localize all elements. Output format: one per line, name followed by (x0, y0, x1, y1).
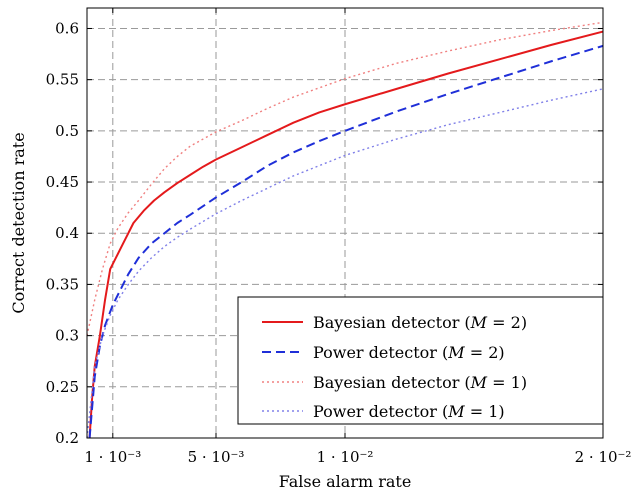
series-lines (86, 21, 604, 439)
series-line-2 (88, 44, 604, 439)
legend-label-math: M (447, 402, 465, 421)
y-axis-label: Correct detection rate (9, 132, 28, 313)
y-tick-label: 0.4 (55, 224, 79, 242)
legend-label-4: Power detector (M = 1) (313, 402, 505, 421)
legend-label-math: M (447, 343, 465, 362)
x-tick-label: 1 · 10⁻³ (84, 448, 141, 466)
x-tick-label: 1 · 10⁻² (317, 448, 374, 466)
legend-label-text: Bayesian detector ( (313, 373, 471, 392)
legend-label-math: M (470, 313, 488, 332)
legend-label-3: Bayesian detector (M = 1) (313, 373, 527, 392)
y-tick-label: 0.3 (55, 327, 79, 345)
legend-box (237, 296, 604, 425)
legend-label-text: Power detector ( (313, 402, 448, 421)
y-tick-label: 0.55 (46, 71, 79, 89)
tick-labels: 1 · 10⁻³ 5 · 10⁻³ 1 · 10⁻² 2 · 10⁻² 0.2 0.25 0… (46, 19, 632, 466)
y-tick-label: 0.35 (46, 275, 79, 293)
legend-label-2: Power detector (M = 2) (313, 343, 505, 362)
legend-label-suffix: = 2) (465, 343, 505, 362)
y-tick-label: 0.6 (55, 19, 79, 37)
series-line-1 (88, 30, 604, 439)
legend-label-text: Power detector ( (313, 343, 448, 362)
legend-label-suffix: = 1) (487, 373, 527, 392)
series-line-3 (86, 21, 604, 336)
x-tick-label: 2 · 10⁻² (575, 448, 632, 466)
y-tick-label: 0.25 (46, 378, 79, 396)
y-tick-label: 0.45 (46, 173, 79, 191)
legend-label-math: M (470, 373, 488, 392)
legend-label-text: Bayesian detector ( (313, 313, 471, 332)
legend-label-1: Bayesian detector (M = 2) (313, 313, 527, 332)
legend: Bayesian detector (M = 2)Power detector … (237, 296, 604, 425)
y-tick-label: 0.2 (55, 429, 79, 447)
legend-label-suffix: = 2) (487, 313, 527, 332)
x-tick-label: 5 · 10⁻³ (188, 448, 245, 466)
legend-label-suffix: = 1) (465, 402, 505, 421)
y-tick-label: 0.5 (55, 122, 79, 140)
x-axis-label: False alarm rate (279, 472, 412, 491)
